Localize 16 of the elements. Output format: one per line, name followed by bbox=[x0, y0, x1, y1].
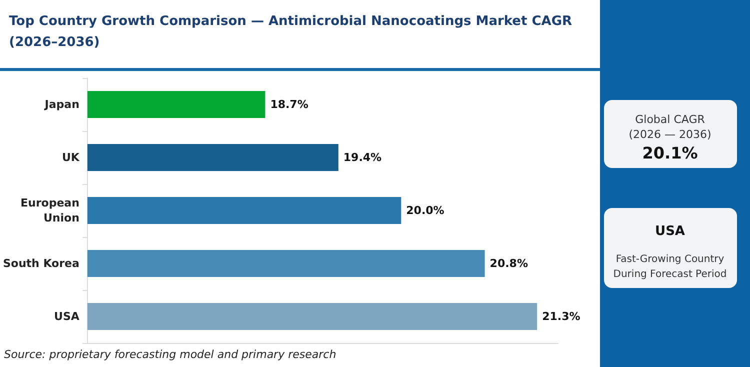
text: 20.1% bbox=[642, 144, 698, 162]
source-note: Source: proprietary forecasting model and primary research bbox=[4, 348, 336, 361]
text: Fast-Growing Country During Forecast Period bbox=[613, 254, 727, 280]
data-label: 19.4% bbox=[343, 151, 382, 164]
text: USA bbox=[655, 224, 685, 239]
data-label: 18.7% bbox=[270, 98, 308, 111]
text: Global CAGR (2026 — 2036) bbox=[628, 113, 712, 141]
y-tick-label: UK bbox=[62, 151, 80, 164]
data-label: 21.3% bbox=[542, 310, 580, 323]
y-tick-label: South Korea bbox=[2, 257, 80, 270]
data-label: 20.0% bbox=[406, 204, 444, 217]
y-tick-label: USA bbox=[54, 310, 80, 323]
data-label: 20.8% bbox=[490, 257, 528, 270]
y-tick-label: European Union bbox=[20, 196, 80, 224]
chart-title: Top Country Growth Comparison — Antimicrobial Nanocoatings Market CAGR (2026–2036) bbox=[9, 14, 572, 50]
y-tick-label: Japan bbox=[44, 98, 80, 111]
